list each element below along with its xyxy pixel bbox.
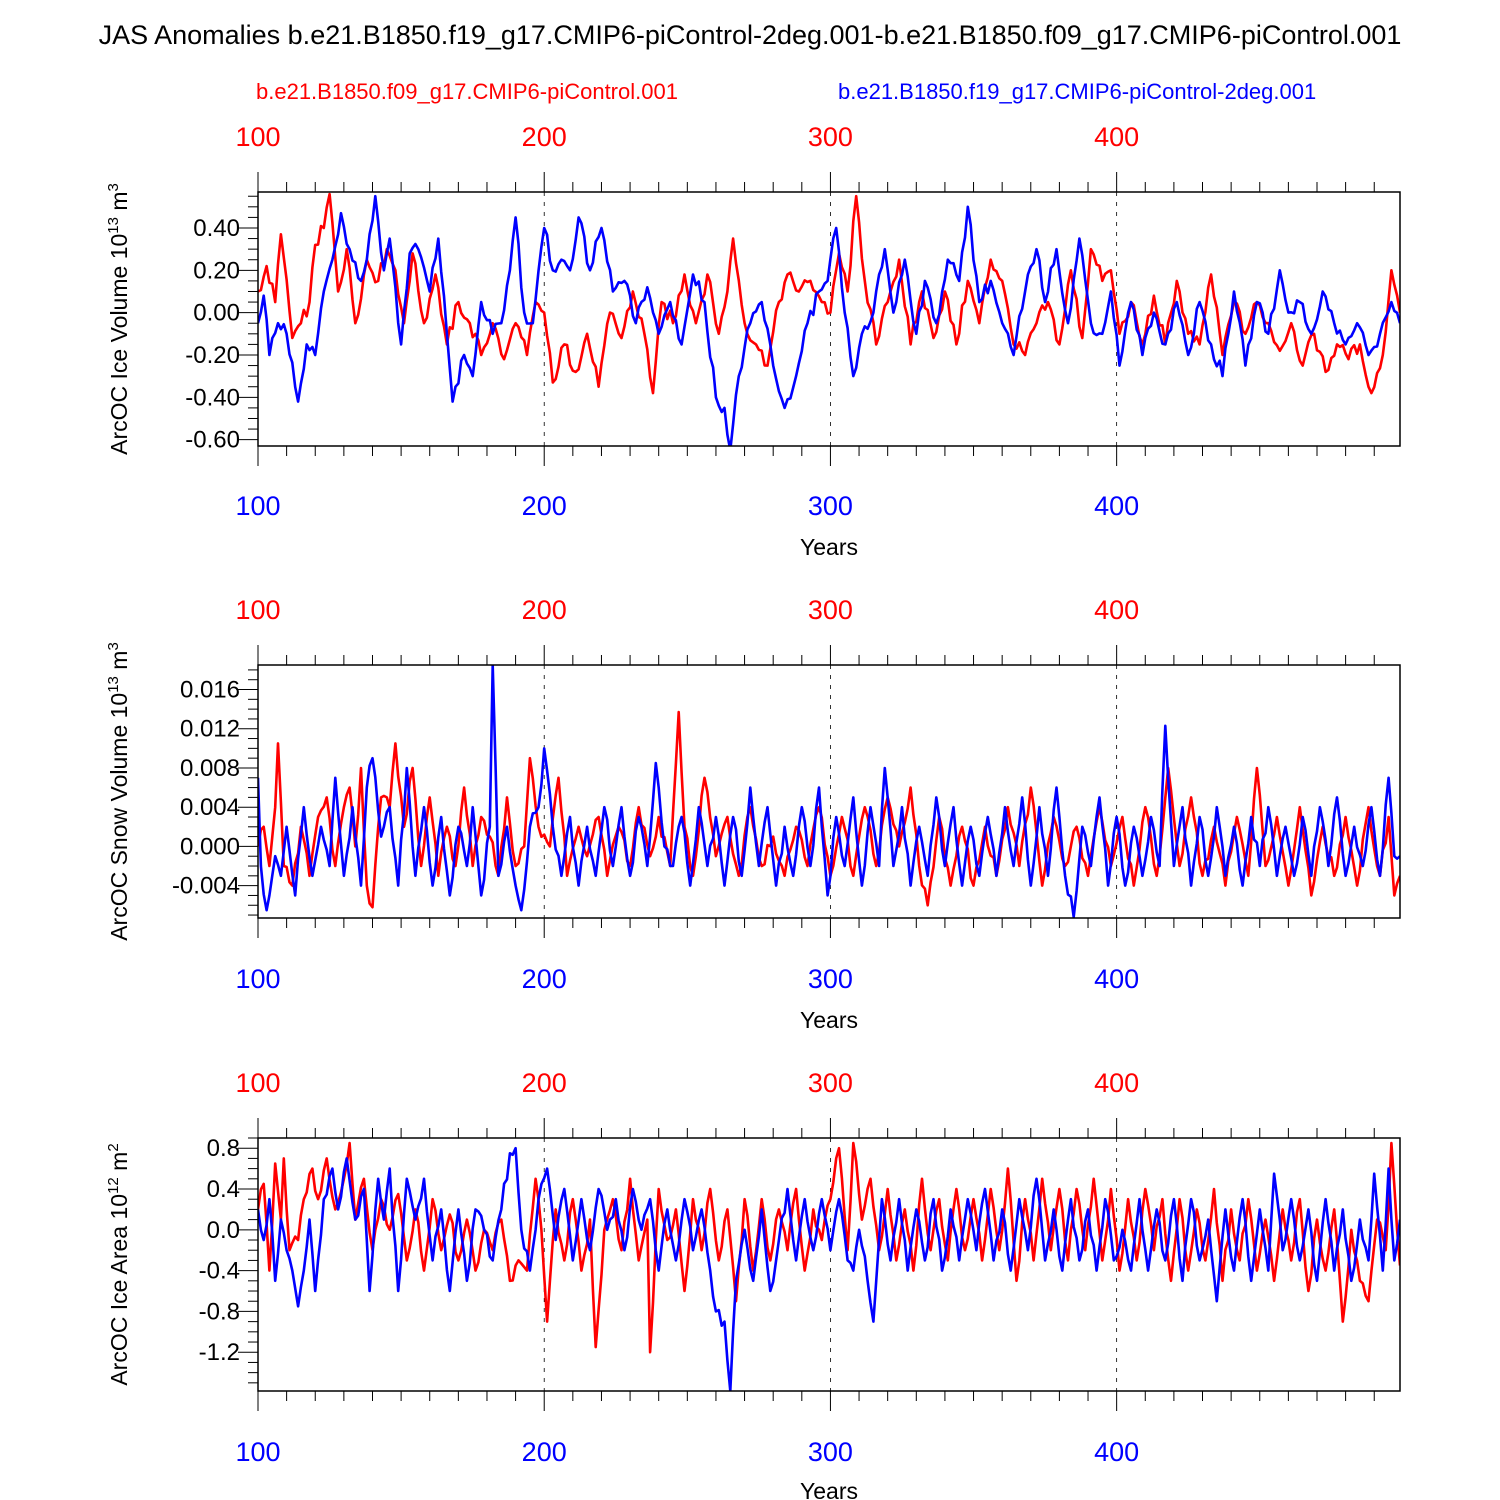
panel-3-xtick-top-label: 100 (235, 1068, 280, 1098)
panel-1-xtick-bottom-label: 200 (522, 491, 567, 521)
panel-3-ytick-label: 0.0 (207, 1217, 240, 1244)
panel-3-xtick-bottom-label: 300 (808, 1437, 853, 1467)
panel-3-ytick-label: 0.4 (207, 1176, 240, 1203)
panel-2-xtick-bottom-label: 400 (1094, 964, 1139, 994)
panel-2-xtick-bottom-label: 200 (522, 964, 567, 994)
panel-1-xtick-top-label: 200 (522, 122, 567, 152)
panel-1-xtick-bottom-label: 300 (808, 491, 853, 521)
panel-2-ytick-label: 0.000 (180, 833, 240, 860)
panel-3-xtick-bottom-label: 100 (235, 1437, 280, 1467)
panel-3-xtick-bottom-label: 200 (522, 1437, 567, 1467)
panel-1-xtick-bottom-label: 100 (235, 491, 280, 521)
panel-3-xlabel: Years (800, 1478, 858, 1500)
panel-1-ytick-label: -0.60 (185, 427, 240, 454)
panel-1-series-blue-line (258, 194, 1400, 446)
panel-2-xtick-bottom-label: 300 (808, 964, 853, 994)
panel-1-frame (257, 191, 1401, 447)
panel-2-xtick-bottom-label: 100 (235, 964, 280, 994)
panel-3-ytick-label: -0.8 (199, 1298, 240, 1325)
panel-2-frame (257, 664, 1401, 919)
panel-1-xtick-top-label: 400 (1094, 122, 1139, 152)
panel-3-ylabel: ArcOC Ice Area 1012 m2 (105, 1143, 132, 1385)
panel-1-xtick-top-label: 100 (235, 122, 280, 152)
panel-2-series-red-line (258, 710, 1400, 909)
panel-1-ylabel: ArcOC Ice Volume 1013 m3 (105, 183, 132, 455)
panel-1-xlabel: Years (800, 534, 858, 560)
panel-3-xtick-top-label: 300 (808, 1068, 853, 1098)
panel-2-ytick-label: -0.004 (172, 873, 240, 900)
panel-3-ytick-label: -1.2 (199, 1339, 240, 1366)
panel-3-series-blue-line (258, 1146, 1400, 1391)
panel-2-xlabel: Years (800, 1007, 858, 1033)
panel-2-ytick-label: 0.004 (180, 794, 240, 821)
panel-2-xtick-top-label: 200 (522, 595, 567, 625)
panel-3-frame (257, 1137, 1401, 1392)
panel-1-ytick-label: 0.40 (193, 215, 240, 242)
panel-2-xtick-top-label: 100 (235, 595, 280, 625)
panel-2-ytick-label: 0.016 (180, 677, 240, 704)
panel-1-xtick-bottom-label: 400 (1094, 491, 1139, 521)
legend-red-series: b.e21.B1850.f09_g17.CMIP6-piControl.001 (256, 79, 678, 104)
figure-title: JAS Anomalies b.e21.B1850.f19_g17.CMIP6-… (98, 20, 1402, 50)
panel-3-xtick-top-label: 400 (1094, 1068, 1139, 1098)
panel-1-ytick-label: 0.20 (193, 257, 240, 284)
panel-3-ytick-label: -0.4 (199, 1258, 240, 1285)
legend-blue-series: b.e21.B1850.f19_g17.CMIP6-piControl-2deg… (838, 79, 1317, 104)
panel-3-ytick-label: 0.8 (207, 1135, 240, 1162)
panel-1-ytick-label: -0.20 (185, 342, 240, 369)
panel-3-xtick-top-label: 200 (522, 1068, 567, 1098)
panel-2-xtick-top-label: 300 (808, 595, 853, 625)
panel-1-ytick-label: 0.00 (193, 300, 240, 327)
panel-2-ytick-label: 0.008 (180, 755, 240, 782)
panel-1-xtick-top-label: 300 (808, 122, 853, 152)
panel-3-xtick-bottom-label: 400 (1094, 1437, 1139, 1467)
panel-2-ylabel: ArcOC Snow Volume 1013 m3 (105, 642, 132, 941)
panel-2-series-blue-line (258, 665, 1400, 918)
panel-2-xtick-top-label: 400 (1094, 595, 1139, 625)
panel-2-ytick-label: 0.012 (180, 716, 240, 743)
panel-1-ytick-label: -0.40 (185, 384, 240, 411)
panel-1-series-red-line (258, 192, 1400, 395)
